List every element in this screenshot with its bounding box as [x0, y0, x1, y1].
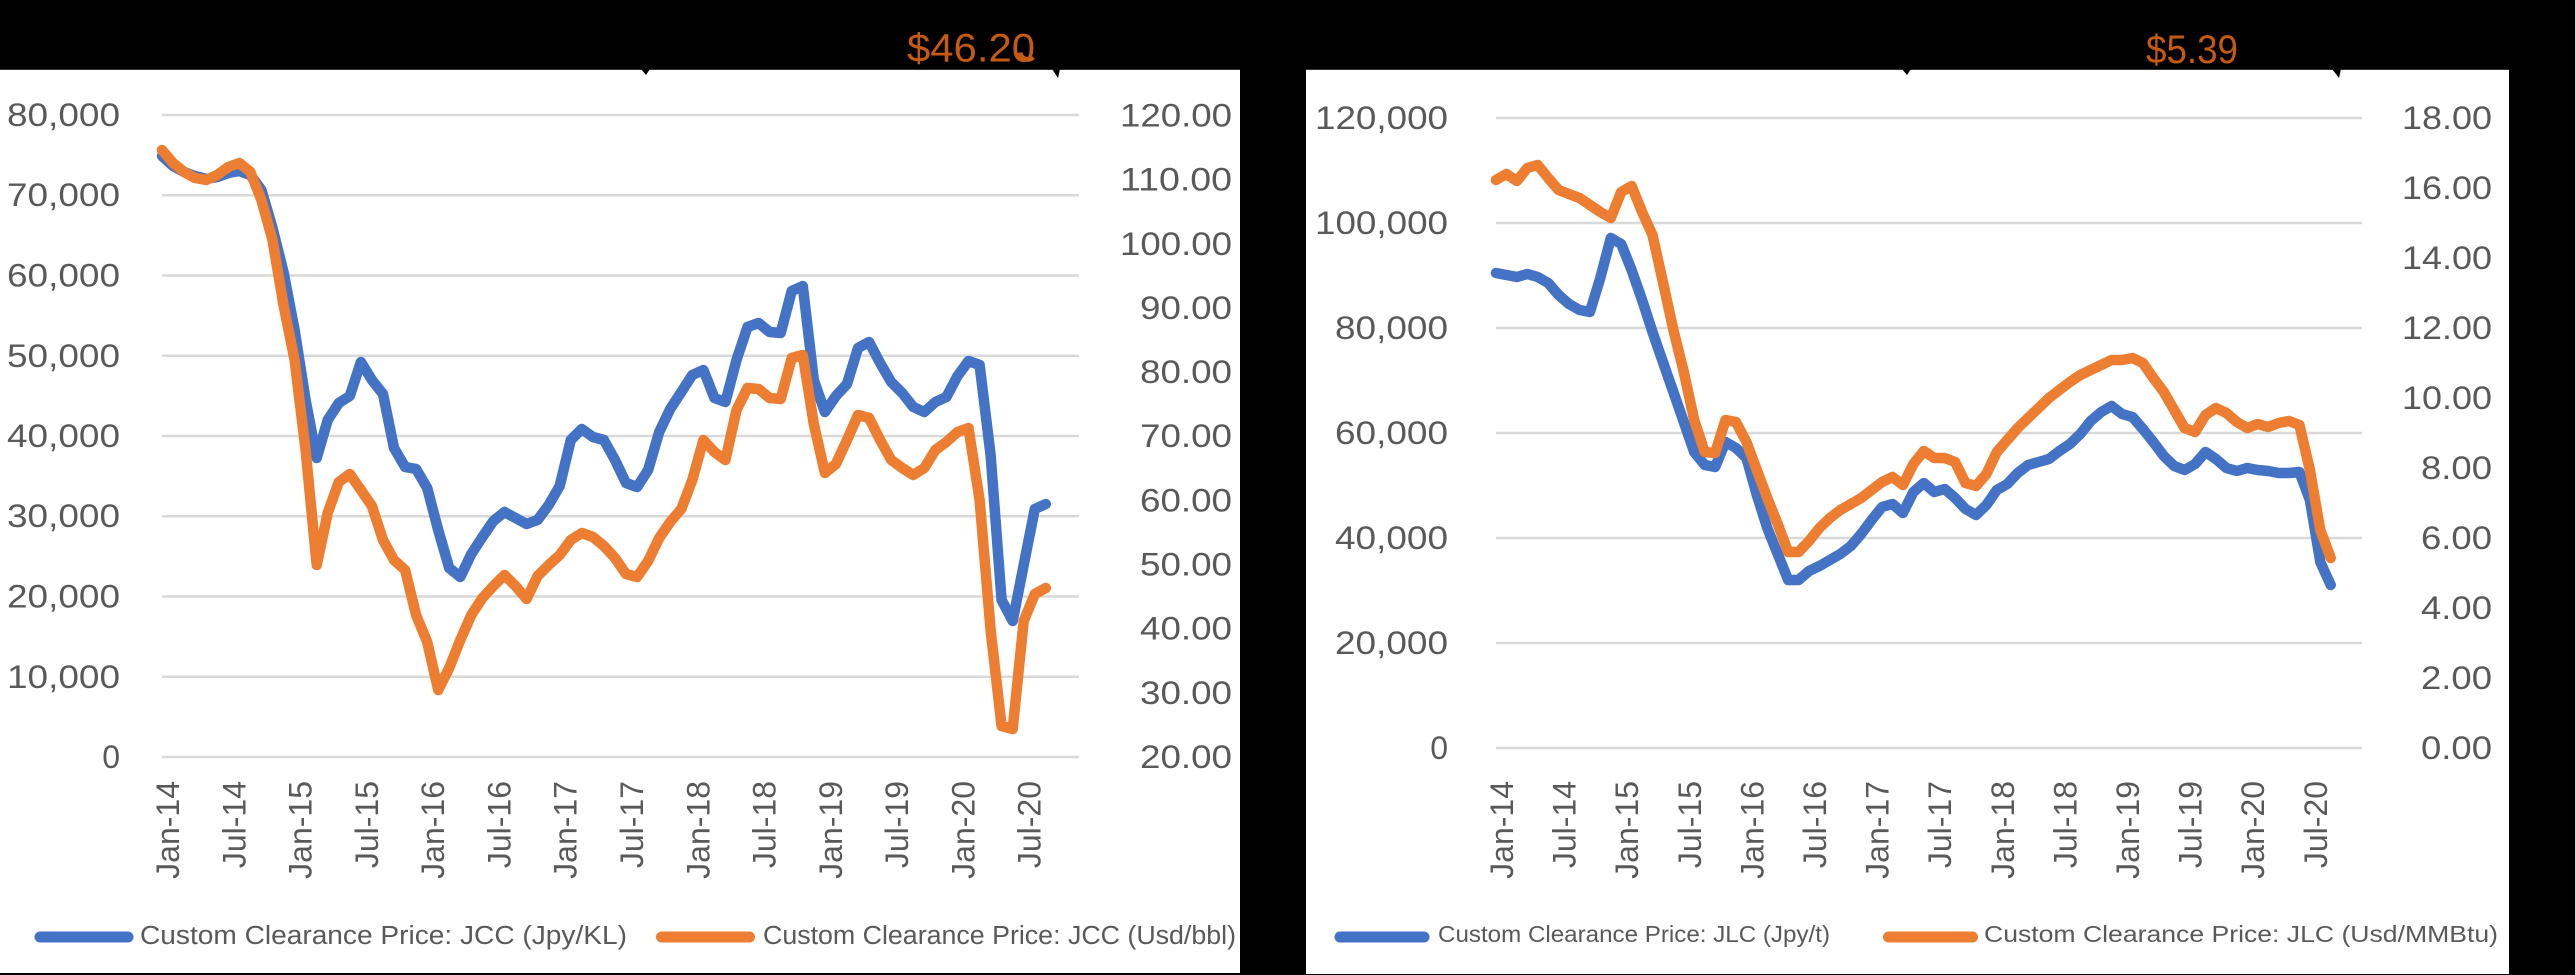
svg-text:30,000: 30,000	[7, 498, 120, 534]
svg-text:Custom Clearance Price: JLC (U: Custom Clearance Price: JLC (Usd/MMBtu)	[1984, 921, 2498, 947]
svg-text:Jan-20: Jan-20	[2235, 781, 2271, 879]
svg-text:Custom Clearance Price: JCC (J: Custom Clearance Price: JCC (Jpy/KL)	[140, 922, 627, 950]
svg-text:Jan-15: Jan-15	[283, 781, 319, 879]
svg-text:Jan-19: Jan-19	[813, 781, 849, 879]
svg-text:Jan-19: Jan-19	[2110, 781, 2146, 879]
svg-text:Jul-18: Jul-18	[747, 781, 783, 868]
svg-text:Jan-17: Jan-17	[548, 781, 584, 879]
svg-text:20.00: 20.00	[1140, 739, 1232, 775]
svg-text:12.00: 12.00	[2402, 310, 2492, 346]
svg-text:Jan-17: Jan-17	[1860, 781, 1896, 879]
svg-text:18.00: 18.00	[2402, 100, 2492, 136]
svg-text:14.00: 14.00	[2402, 240, 2492, 276]
svg-text:20,000: 20,000	[7, 579, 120, 615]
svg-text:Jul-20: Jul-20	[2298, 781, 2334, 868]
svg-text:100.00: 100.00	[1120, 226, 1232, 262]
svg-text:0.00: 0.00	[2421, 730, 2492, 766]
svg-text:100,000: 100,000	[1315, 205, 1448, 241]
svg-text:10.00: 10.00	[2402, 380, 2492, 416]
svg-text:Jan-14: Jan-14	[150, 781, 186, 879]
svg-text:60.00: 60.00	[1140, 482, 1232, 518]
svg-text:Jul-18: Jul-18	[2047, 781, 2083, 868]
svg-text:70.00: 70.00	[1140, 418, 1232, 454]
svg-text:40,000: 40,000	[1335, 520, 1448, 556]
svg-text:Custom Clearance Price: JLC (J: Custom Clearance Price: JLC (Jpy/t)	[1438, 921, 1830, 947]
svg-text:4.00: 4.00	[2421, 590, 2492, 626]
svg-text:40,000: 40,000	[7, 418, 120, 454]
svg-text:80.00: 80.00	[1140, 354, 1232, 390]
svg-text:6.00: 6.00	[2421, 520, 2492, 556]
svg-text:0: 0	[102, 739, 120, 775]
svg-text:Jul-15: Jul-15	[1672, 781, 1708, 868]
svg-text:Custom Clearance Price: JCC (U: Custom Clearance Price: JCC (Usd/bbl)	[763, 922, 1236, 950]
svg-text:Jan-15: Jan-15	[1609, 781, 1645, 879]
svg-text:60,000: 60,000	[1335, 415, 1448, 451]
svg-text:Jul-19: Jul-19	[879, 781, 915, 868]
svg-text:$5.39: $5.39	[2146, 28, 2238, 72]
svg-text:Jul-19: Jul-19	[2173, 781, 2209, 868]
svg-text:$46.20: $46.20	[907, 27, 1035, 71]
svg-text:50,000: 50,000	[7, 338, 120, 374]
svg-text:110.00: 110.00	[1120, 162, 1232, 198]
svg-text:Jan-16: Jan-16	[1734, 781, 1770, 879]
svg-text:2.00: 2.00	[2421, 660, 2492, 696]
svg-text:70,000: 70,000	[7, 177, 120, 213]
svg-text:16.00: 16.00	[2402, 170, 2492, 206]
svg-text:80,000: 80,000	[7, 97, 120, 133]
svg-text:30.00: 30.00	[1140, 675, 1232, 711]
svg-text:Jul-17: Jul-17	[1922, 781, 1958, 868]
svg-text:Jan-18: Jan-18	[680, 781, 716, 879]
svg-text:60,000: 60,000	[7, 258, 120, 294]
svg-text:80,000: 80,000	[1335, 310, 1448, 346]
svg-text:Jan-14: Jan-14	[1484, 781, 1520, 879]
svg-text:20,000: 20,000	[1335, 625, 1448, 661]
svg-text:120.00: 120.00	[1120, 97, 1232, 133]
svg-text:50.00: 50.00	[1140, 547, 1232, 583]
svg-text:90.00: 90.00	[1140, 290, 1232, 326]
svg-text:8.00: 8.00	[2421, 450, 2492, 486]
svg-text:Jan-16: Jan-16	[415, 781, 451, 879]
svg-text:Jul-16: Jul-16	[1797, 781, 1833, 868]
svg-text:Jan-18: Jan-18	[1985, 781, 2021, 879]
svg-text:10,000: 10,000	[7, 659, 120, 695]
svg-text:Jan-20: Jan-20	[946, 781, 982, 879]
svg-text:Jul-20: Jul-20	[1012, 781, 1048, 868]
svg-text:120,000: 120,000	[1315, 100, 1448, 136]
svg-text:Jul-16: Jul-16	[481, 781, 517, 868]
svg-text:Jul-14: Jul-14	[216, 781, 252, 868]
svg-text:Jul-17: Jul-17	[614, 781, 650, 868]
svg-text:0: 0	[1430, 730, 1448, 766]
svg-text:40.00: 40.00	[1140, 611, 1232, 647]
svg-text:Jul-15: Jul-15	[349, 781, 385, 868]
svg-text:Jul-14: Jul-14	[1547, 781, 1583, 868]
